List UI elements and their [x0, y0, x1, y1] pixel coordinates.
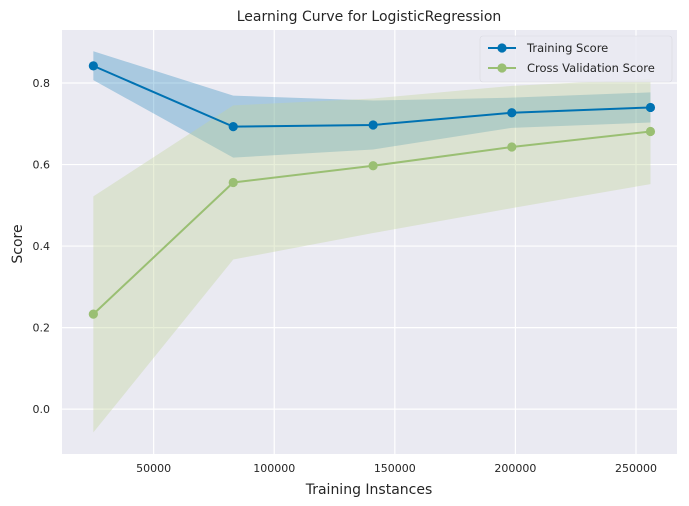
data-point [645, 126, 656, 137]
legend: Training Score Cross Validation Score [479, 35, 673, 83]
data-point [507, 142, 517, 152]
legend-entries: Training Score Cross Validation Score [488, 41, 655, 75]
data-point [368, 161, 378, 171]
data-point [88, 309, 98, 319]
x-tick-label: 200000 [494, 462, 536, 475]
data-point [228, 122, 238, 132]
legend-label: Cross Validation Score [527, 61, 655, 75]
x-tick-label: 50000 [136, 462, 171, 475]
y-tick-label: 0.8 [33, 77, 51, 90]
y-tick-label: 0.6 [33, 159, 51, 172]
data-point [228, 177, 238, 188]
x-axis-label: Training Instances [305, 482, 433, 498]
x-tick-label: 150000 [374, 462, 416, 475]
y-tick-label: 0.2 [33, 322, 51, 335]
y-axis-label: Score [10, 224, 26, 263]
data-point [368, 120, 378, 130]
y-tick-label: 0.4 [33, 240, 51, 253]
legend-box [479, 35, 673, 83]
x-tick-label: 250000 [615, 462, 657, 475]
series-points [88, 61, 656, 319]
plot-background [62, 30, 677, 454]
legend-marker [497, 43, 507, 53]
data-point [507, 108, 517, 118]
legend-label: Training Score [526, 41, 608, 55]
data-point [88, 61, 98, 71]
y-tick-labels: 0.0 0.2 0.4 0.6 0.8 [33, 77, 51, 416]
chart-title: Learning Curve for LogisticRegression [237, 9, 502, 25]
confidence-band [93, 78, 651, 433]
legend-marker [497, 63, 507, 73]
x-tick-labels: 50000 100000 150000 200000 250000 [136, 462, 657, 475]
x-tick-label: 100000 [253, 462, 295, 475]
y-tick-label: 0.0 [33, 403, 51, 416]
data-point [645, 102, 656, 113]
